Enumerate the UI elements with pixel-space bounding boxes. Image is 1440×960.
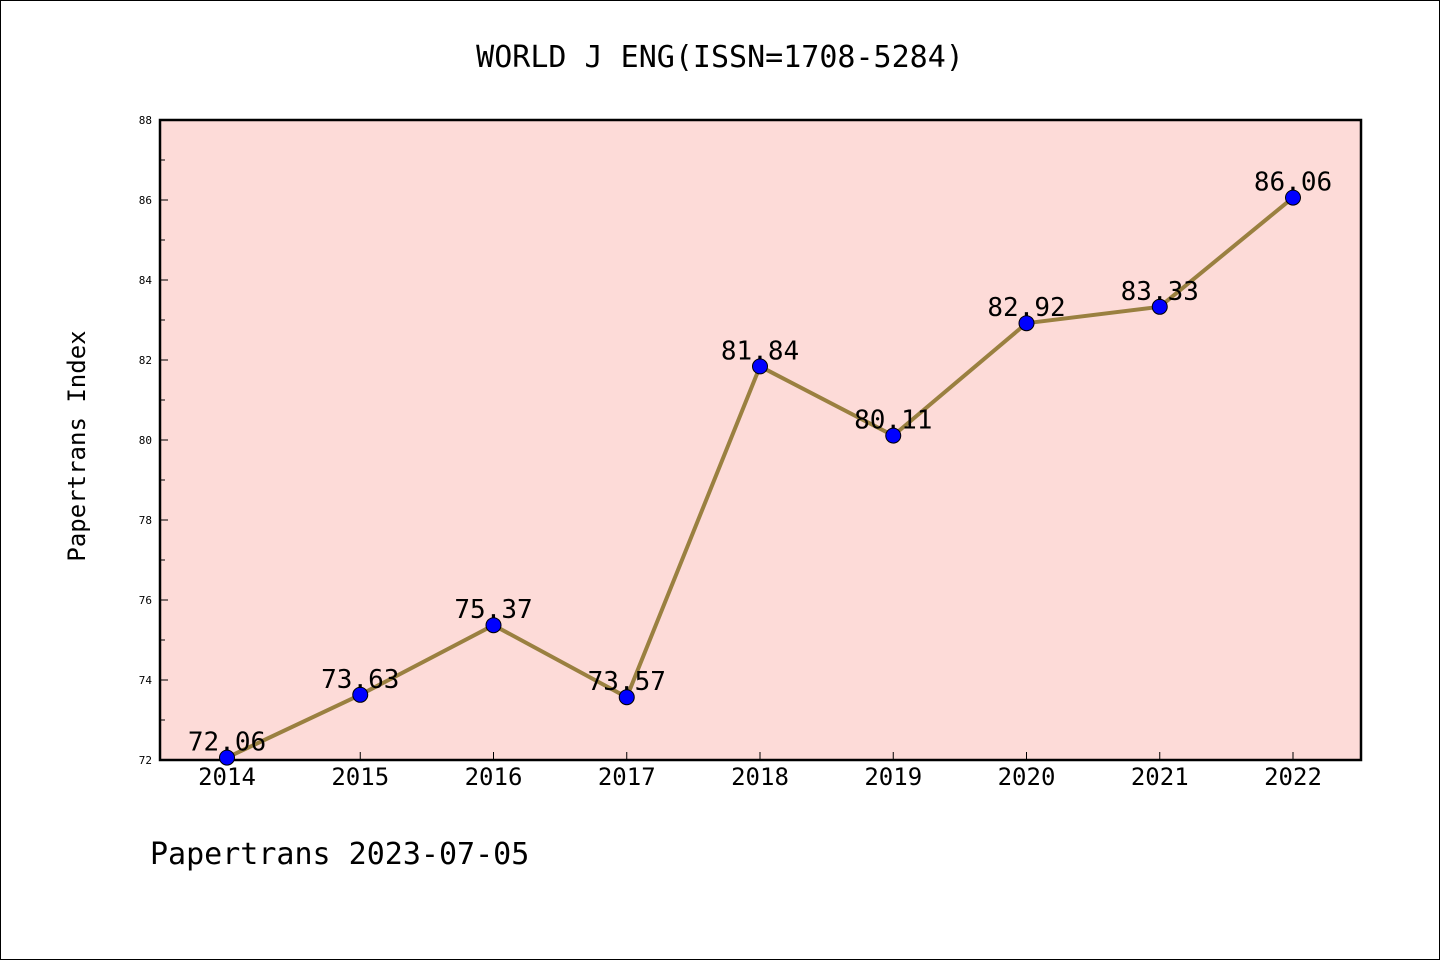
y-tick-label: 72 [139, 754, 152, 767]
y-tick-label: 80 [139, 434, 152, 447]
data-label: 82.92 [987, 293, 1065, 323]
y-tick-label: 74 [139, 674, 153, 687]
data-point [618, 689, 635, 706]
data-point [752, 358, 768, 375]
data-labels: 72.06 73.63 75.37 73.57 81.84 80.11 82.92 83.33… [188, 168, 1332, 758]
data-label: 80.11 [854, 406, 932, 436]
data-point [1151, 298, 1168, 315]
data-point [1018, 315, 1035, 332]
x-tick-label: 2017 [598, 763, 656, 791]
x-axis: 2014 2015 2016 2017 2018 2019 2020 2021 2022 [198, 752, 1322, 791]
x-tick-label: 2020 [998, 763, 1056, 791]
data-label: 73.57 [588, 667, 666, 697]
x-tick-label: 2014 [198, 763, 256, 791]
y-tick-label: 78 [139, 514, 152, 527]
chart-title: WORLD J ENG(ISSN=1708-5284) [476, 40, 964, 75]
footer-text: Papertrans 2023-07-05 [150, 837, 529, 872]
x-tick-label: 2019 [864, 763, 922, 791]
data-markers [219, 189, 1301, 766]
data-label: 75.37 [454, 595, 532, 625]
x-tick-label: 2016 [465, 763, 523, 791]
y-tick-label: 88 [139, 114, 152, 127]
y-axis-label: Papertrans Index [63, 330, 91, 561]
data-label: 72.06 [188, 728, 266, 758]
data-label: 86.06 [1254, 168, 1332, 198]
data-point [885, 427, 902, 444]
y-tick-label: 86 [139, 194, 152, 207]
data-point [485, 617, 502, 634]
x-tick-label: 2022 [1264, 763, 1322, 791]
y-tick-label: 84 [139, 274, 153, 287]
y-axis: 72 74 76 78 80 82 84 86 88 [139, 114, 168, 767]
y-tick-label: 76 [139, 594, 152, 607]
data-label: 81.84 [721, 336, 799, 366]
x-tick-label: 2021 [1131, 763, 1189, 791]
plot-area [158, 118, 1363, 762]
data-label: 83.33 [1121, 277, 1199, 307]
data-point [219, 749, 235, 766]
data-point [1285, 189, 1301, 206]
x-tick-label: 2018 [731, 763, 789, 791]
data-point [352, 686, 369, 703]
x-tick-label: 2015 [331, 763, 389, 791]
y-tick-label: 82 [139, 354, 152, 367]
data-label: 73.63 [321, 665, 399, 695]
